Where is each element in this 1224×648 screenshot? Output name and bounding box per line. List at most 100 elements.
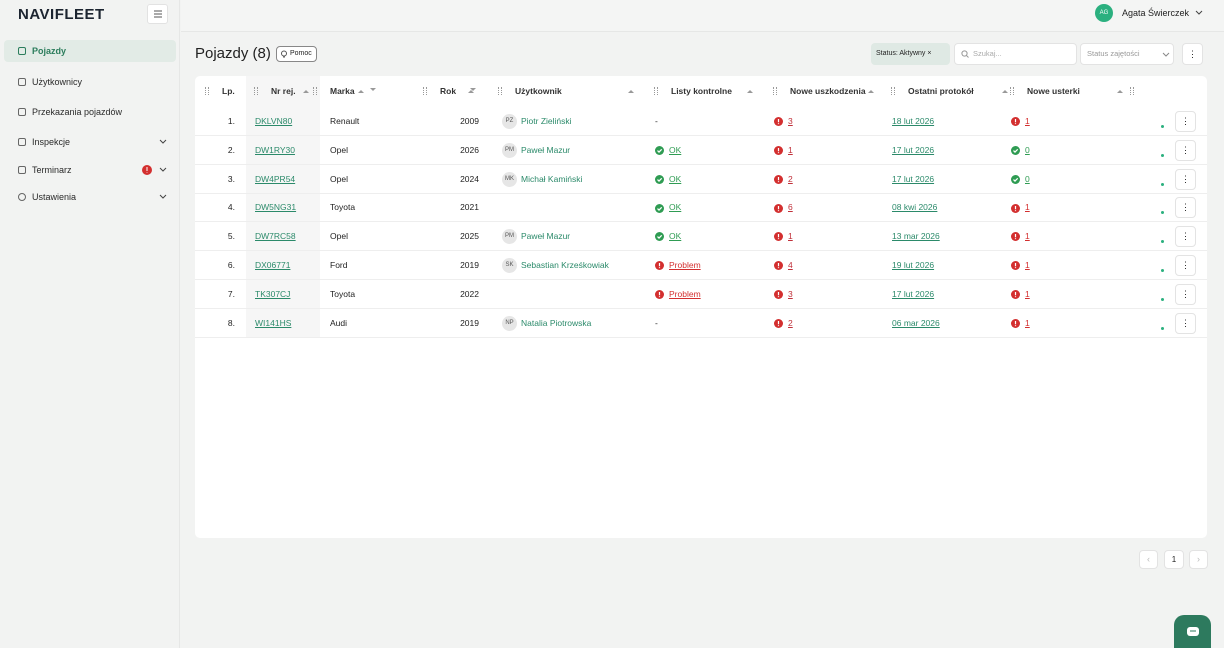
faults-cell[interactable]: 1	[1011, 193, 1030, 222]
plate-link[interactable]: WI141HS	[255, 317, 292, 328]
checklist-cell[interactable]: OK	[655, 193, 681, 222]
checklist-cell[interactable]: -	[655, 107, 658, 136]
sort-icon[interactable]	[868, 87, 874, 93]
column-header[interactable]: Rok	[440, 76, 456, 106]
protocol-cell[interactable]: 17 lut 2026	[892, 136, 934, 165]
user-name[interactable]: Piotr Zieliński	[521, 116, 572, 126]
filter-chip[interactable]: Status: Aktywny ×	[871, 43, 950, 65]
plate-link[interactable]: TK307CJ	[255, 288, 291, 299]
checklist-status[interactable]: OK	[669, 231, 682, 242]
sort-icon[interactable]	[747, 87, 753, 93]
sort-icon[interactable]	[1117, 87, 1123, 93]
protocol-cell[interactable]: 06 mar 2026	[892, 309, 940, 338]
protocol-date[interactable]: 13 mar 2026	[892, 231, 940, 242]
row-actions[interactable]: ⋮	[1175, 111, 1196, 132]
menu-toggle[interactable]	[147, 4, 168, 24]
plate-link[interactable]: DKLVN80	[255, 116, 293, 126]
sort-icon[interactable]	[1002, 87, 1008, 93]
faults-count[interactable]: 1	[1025, 260, 1030, 270]
nav-item[interactable]: Ustawienia	[4, 186, 176, 208]
user-name[interactable]: Natalia Piotrowska	[521, 317, 592, 328]
faults-count[interactable]: 1	[1025, 231, 1030, 242]
checklist-status[interactable]: Problem	[669, 288, 701, 299]
checklist-cell[interactable]: -	[655, 309, 658, 338]
protocol-date[interactable]: 08 kwi 2026	[892, 202, 938, 213]
column-header[interactable]: Marka	[330, 76, 355, 106]
protocol-date[interactable]: 06 mar 2026	[892, 317, 940, 328]
damages-count[interactable]: 2	[788, 317, 793, 328]
plate-cell[interactable]: DKLVN80	[255, 107, 292, 136]
chat-button[interactable]	[1174, 615, 1211, 648]
help-button[interactable]: Pomoc	[276, 46, 317, 62]
damages-cell[interactable]: 2	[774, 165, 793, 194]
protocol-cell[interactable]: 19 lut 2026	[892, 251, 934, 280]
damages-cell[interactable]: 3	[774, 107, 793, 136]
nav-item[interactable]: Inspekcje	[4, 131, 176, 153]
faults-cell[interactable]: 1	[1011, 222, 1030, 251]
user-cell[interactable]: PM Paweł Mazur	[502, 136, 570, 165]
damages-count[interactable]: 6	[788, 202, 793, 213]
damages-cell[interactable]: 2	[774, 309, 793, 338]
row-actions[interactable]: ⋮	[1175, 168, 1196, 190]
faults-cell[interactable]: 0	[1011, 165, 1030, 194]
sort-icon[interactable]	[628, 87, 634, 93]
column-header[interactable]: Ostatni protokół	[908, 76, 974, 106]
row-actions[interactable]: ⋮	[1175, 197, 1196, 219]
user-name[interactable]: Paweł Mazur	[521, 231, 571, 242]
column-header[interactable]: Nowe uszkodzenia	[790, 76, 866, 106]
protocol-cell[interactable]: 17 lut 2026	[892, 165, 934, 194]
checklist-status[interactable]: OK	[669, 144, 682, 155]
user-cell[interactable]: NP Natalia Piotrowska	[502, 309, 591, 338]
nav-item[interactable]: Pojazdy	[4, 40, 176, 62]
plate-link[interactable]: DW4PR54	[255, 173, 296, 184]
checklist-status[interactable]: OK	[669, 202, 682, 213]
damages-cell[interactable]: 3	[774, 280, 793, 309]
protocol-date[interactable]: 18 lut 2026	[892, 116, 935, 126]
faults-count[interactable]: 0	[1025, 144, 1030, 155]
protocol-cell[interactable]: 08 kwi 2026	[892, 193, 937, 222]
row-actions[interactable]: ⋮	[1175, 139, 1196, 161]
damages-count[interactable]: 1	[788, 231, 793, 242]
faults-count[interactable]: 0	[1025, 173, 1030, 184]
plate-link[interactable]: DW1RY30	[255, 144, 295, 155]
plate-cell[interactable]: DW4PR54	[255, 165, 295, 194]
column-header[interactable]: Nowe usterki	[1027, 76, 1080, 106]
protocol-cell[interactable]: 18 lut 2026	[892, 107, 934, 136]
filter-icon[interactable]	[470, 88, 476, 94]
damages-cell[interactable]: 4	[774, 251, 793, 280]
next-page[interactable]: ›	[1189, 550, 1208, 569]
checklist-status[interactable]: Problem	[669, 260, 701, 270]
plate-cell[interactable]: DW1RY30	[255, 136, 295, 165]
damages-count[interactable]: 3	[788, 116, 793, 126]
checklist-cell[interactable]: Problem	[655, 280, 701, 309]
column-header[interactable]: Nr rej.	[271, 76, 296, 106]
search-input[interactable]: Szukaj...	[954, 43, 1077, 65]
sort-icon[interactable]	[358, 87, 364, 93]
faults-count[interactable]: 1	[1025, 202, 1030, 213]
damages-count[interactable]: 3	[788, 288, 793, 299]
plate-cell[interactable]: TK307CJ	[255, 280, 290, 309]
protocol-date[interactable]: 17 lut 2026	[892, 144, 935, 155]
column-header[interactable]: Listy kontrolne	[671, 76, 732, 106]
faults-count[interactable]: 1	[1025, 116, 1030, 126]
column-header[interactable]: Użytkownik	[515, 76, 562, 106]
faults-count[interactable]: 1	[1025, 288, 1030, 299]
filter-icon[interactable]	[370, 88, 376, 94]
faults-cell[interactable]: 1	[1011, 309, 1030, 338]
nav-item[interactable]: Przekazania pojazdów	[4, 101, 176, 123]
plate-cell[interactable]: WI141HS	[255, 309, 291, 338]
damages-cell[interactable]: 6	[774, 193, 793, 222]
more-button[interactable]: ⋮	[1182, 43, 1203, 65]
protocol-date[interactable]: 19 lut 2026	[892, 260, 935, 270]
faults-cell[interactable]: 1	[1011, 251, 1030, 280]
prev-page[interactable]: ‹	[1139, 550, 1158, 569]
checklist-cell[interactable]: OK	[655, 165, 681, 194]
page-number[interactable]: 1	[1164, 550, 1184, 569]
column-header[interactable]: Lp.	[222, 76, 235, 106]
protocol-cell[interactable]: 17 lut 2026	[892, 280, 934, 309]
checklist-cell[interactable]: OK	[655, 136, 681, 165]
checklist-cell[interactable]: OK	[655, 222, 681, 251]
protocol-cell[interactable]: 13 mar 2026	[892, 222, 940, 251]
row-actions[interactable]: ⋮	[1175, 312, 1196, 334]
nav-item[interactable]: Terminarz	[4, 159, 176, 181]
